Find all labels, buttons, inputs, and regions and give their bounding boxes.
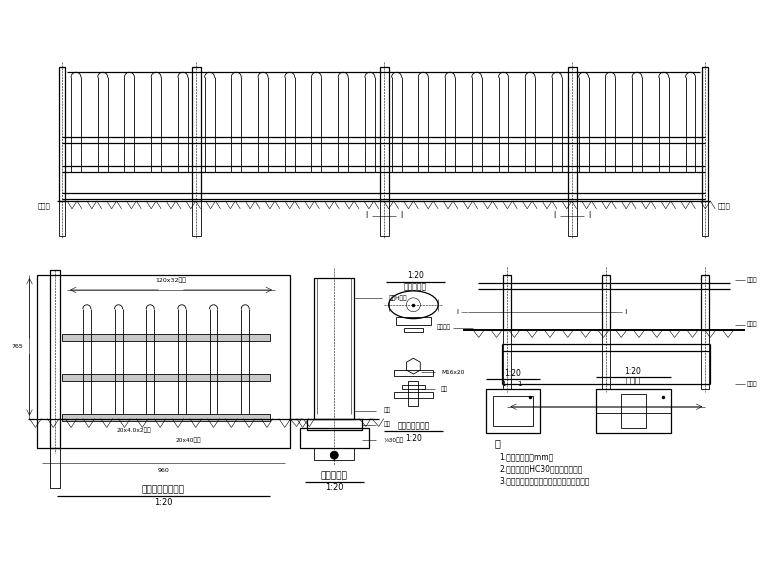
- Text: I: I: [401, 211, 403, 220]
- Bar: [380, 67, 388, 201]
- Bar: [396, 317, 431, 324]
- Text: 垫板: 垫板: [441, 386, 448, 391]
- Bar: [380, 201, 388, 236]
- Text: 弯头大样图: 弯头大样图: [404, 282, 427, 291]
- Text: 3.各构件材质可参考相关图纸所示的要求。: 3.各构件材质可参考相关图纸所示的要求。: [499, 476, 590, 485]
- Text: 基础图: 基础图: [625, 377, 641, 385]
- Bar: [394, 370, 433, 376]
- Bar: [702, 67, 708, 201]
- Bar: [62, 414, 270, 420]
- Text: 右边山: 右边山: [747, 322, 758, 327]
- Text: 底板: 底板: [384, 422, 391, 427]
- Bar: [486, 389, 540, 434]
- Bar: [568, 201, 577, 236]
- Text: 横断面护栏大样图: 横断面护栏大样图: [141, 485, 185, 494]
- Bar: [492, 396, 533, 427]
- Text: 20x40方钟: 20x40方钟: [176, 438, 201, 443]
- Bar: [59, 67, 65, 201]
- Bar: [50, 448, 60, 488]
- Bar: [603, 275, 610, 329]
- Text: 左边山: 左边山: [747, 277, 758, 283]
- Bar: [568, 67, 577, 201]
- Text: 1:20: 1:20: [504, 369, 521, 378]
- Text: 路缘石: 路缘石: [37, 203, 50, 209]
- Text: 1:20: 1:20: [154, 498, 173, 507]
- Text: 1:20: 1:20: [325, 483, 344, 492]
- Text: 立柱中: 立柱中: [747, 381, 758, 387]
- Bar: [408, 381, 418, 406]
- Text: 960: 960: [157, 468, 169, 472]
- Circle shape: [331, 451, 338, 459]
- Bar: [62, 335, 270, 341]
- Bar: [603, 329, 610, 389]
- Bar: [50, 270, 60, 448]
- Text: 1:20: 1:20: [407, 271, 424, 279]
- Bar: [315, 278, 354, 419]
- Bar: [701, 329, 709, 389]
- Text: 765: 765: [11, 344, 24, 349]
- Bar: [315, 448, 354, 460]
- Text: I: I: [588, 211, 591, 220]
- Text: 螺栋连接大样图: 螺栋连接大样图: [397, 421, 429, 430]
- Bar: [59, 201, 65, 236]
- Text: 1:20: 1:20: [625, 366, 641, 376]
- Text: — I: — I: [616, 309, 628, 315]
- Text: 桩顶标高: 桩顶标高: [437, 325, 451, 331]
- Bar: [37, 275, 290, 448]
- Text: ⅛30方钟: ⅛30方钟: [384, 438, 404, 443]
- Bar: [503, 329, 511, 389]
- Bar: [401, 385, 426, 389]
- Text: 方管H型钢: 方管H型钢: [388, 295, 407, 300]
- Bar: [404, 328, 423, 332]
- Text: 路缘石: 路缘石: [717, 203, 730, 209]
- Bar: [394, 392, 433, 398]
- Text: 立柱大样图: 立柱大样图: [321, 472, 347, 480]
- Text: 1 — 1: 1 — 1: [502, 381, 523, 387]
- Text: I —: I —: [457, 309, 468, 315]
- Text: 尺寸: 尺寸: [384, 408, 391, 414]
- Bar: [62, 374, 270, 381]
- Text: 1:20: 1:20: [405, 434, 422, 443]
- Bar: [299, 428, 369, 448]
- Bar: [192, 67, 201, 201]
- Bar: [306, 419, 362, 430]
- Bar: [701, 275, 709, 329]
- Bar: [503, 275, 511, 329]
- Text: 2.钉局应进行HC30分次涂装处理。: 2.钉局应进行HC30分次涂装处理。: [499, 464, 583, 473]
- Text: 120x32扰板: 120x32扰板: [156, 277, 186, 283]
- Text: 1.图内尺寸单位mm。: 1.图内尺寸单位mm。: [499, 453, 554, 461]
- Bar: [192, 201, 201, 236]
- Text: I: I: [365, 211, 367, 220]
- Bar: [597, 389, 670, 434]
- Text: I: I: [553, 211, 555, 220]
- Text: M16x20: M16x20: [441, 370, 464, 374]
- Bar: [702, 201, 708, 236]
- Bar: [621, 394, 646, 428]
- Text: 20x4.0x2角钢: 20x4.0x2角钢: [116, 428, 151, 433]
- Text: 注: 注: [495, 438, 500, 448]
